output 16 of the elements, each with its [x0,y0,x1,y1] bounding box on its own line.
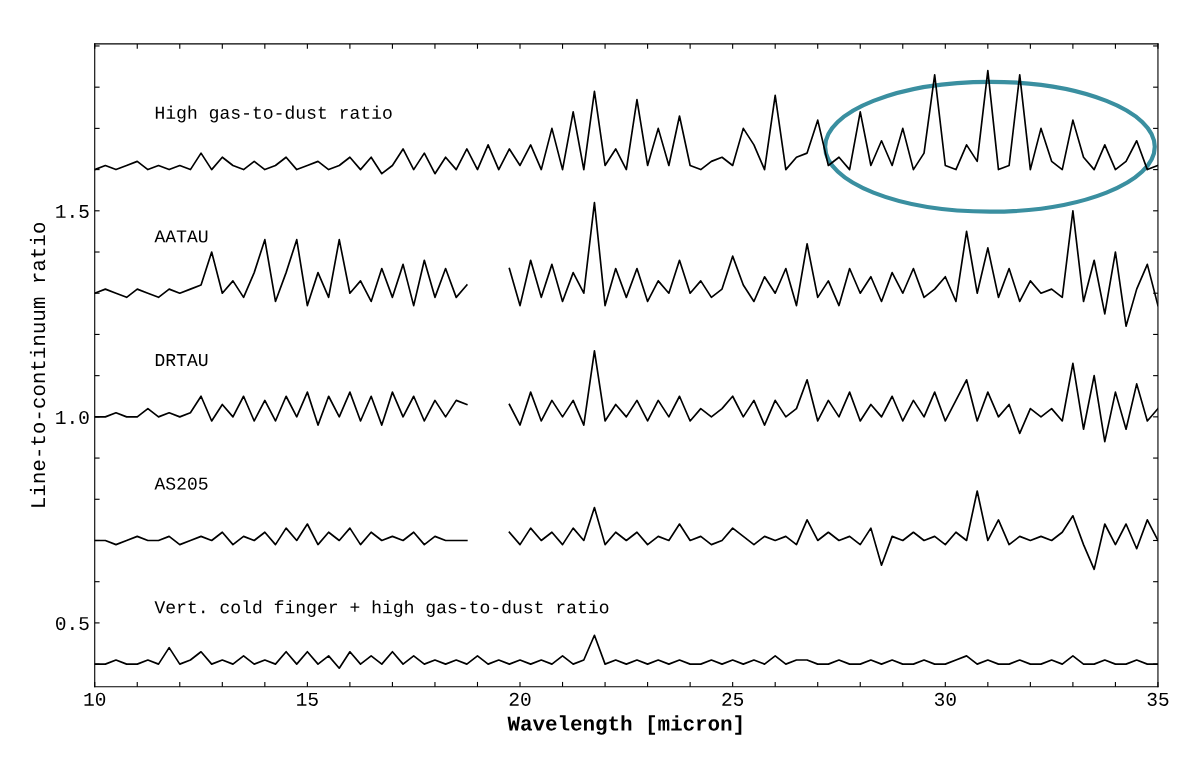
x-tick-label: 30 [934,692,956,706]
x-tick-label: 10 [84,692,106,706]
x-tick-label: 20 [509,692,531,706]
y-tick-label: 0.5 [56,616,89,631]
series-label: AATAU [154,230,208,243]
series-label: Vert. cold finger + high gas-to-dust ratio [154,600,609,617]
y-axis-title: Line-to-continuum ratio [29,222,46,507]
x-tick-label: 35 [1147,692,1169,706]
series-label: DRTAU [155,354,208,367]
text: AS205 [154,477,208,490]
y-tick-label: 1.0 [56,410,89,425]
x-axis-title: Wavelength [micron] [507,715,742,735]
x-tick-label: 15 [297,692,318,706]
x-tick-label: 25 [722,692,744,706]
y-tick-label: 1.5 [56,205,89,219]
series-label: High gas-to-dust ratio [155,105,392,123]
